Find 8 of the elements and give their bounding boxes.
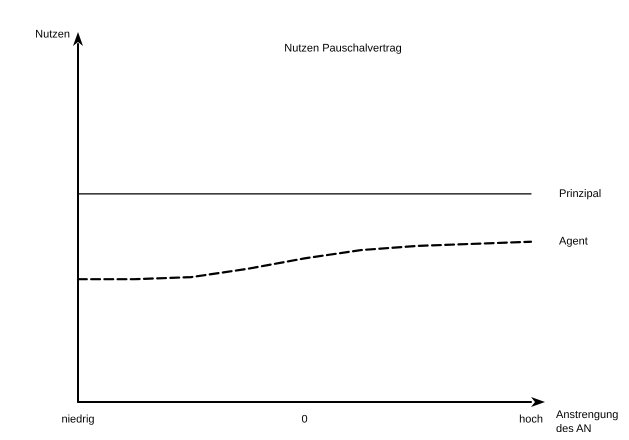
text: Agent (559, 236, 588, 248)
x-tick-label: 0 (301, 414, 308, 426)
x-tick-label: hoch (519, 414, 543, 426)
chart-title: Nutzen Pauschalvertrag (284, 42, 402, 54)
text: Nutzen (35, 28, 70, 40)
text: Prinzipal (559, 188, 602, 200)
x-tick-label: niedrig (61, 414, 95, 426)
x-axis-title: Anstrengung des AN (556, 409, 618, 435)
